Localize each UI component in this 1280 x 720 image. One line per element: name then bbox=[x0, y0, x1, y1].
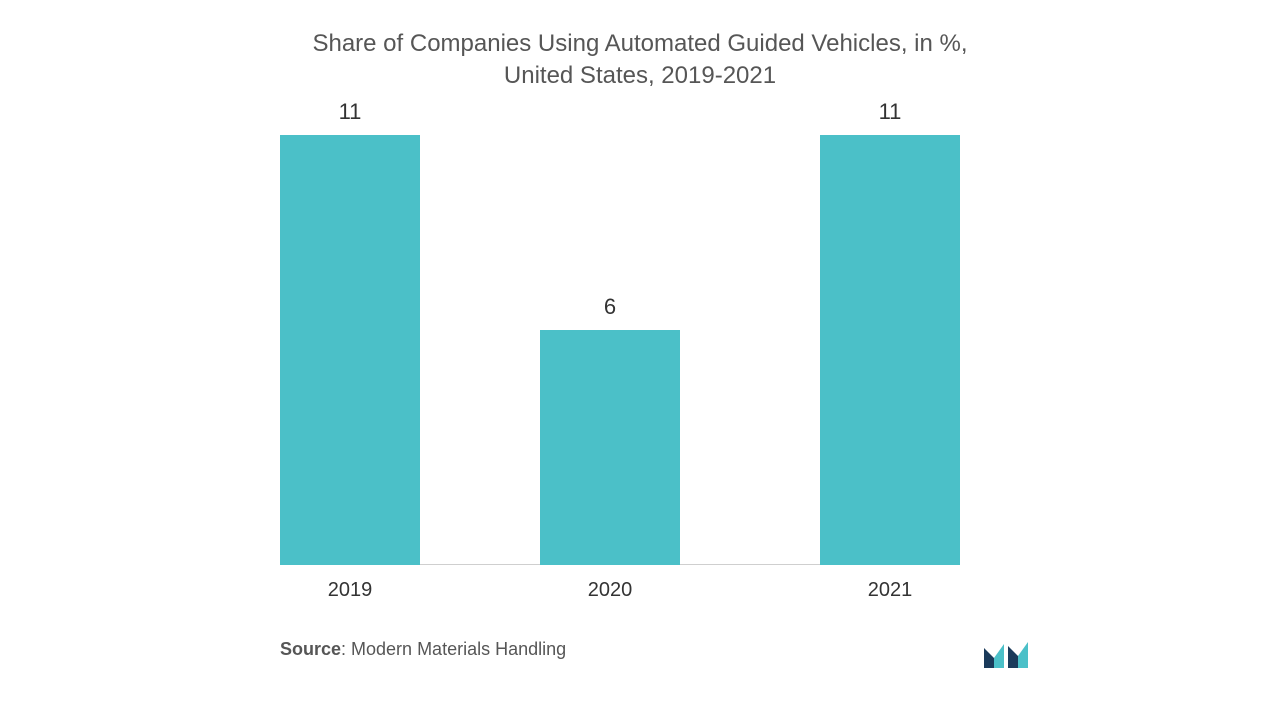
bar-value-2020: 6 bbox=[540, 294, 680, 330]
brand-logo-icon bbox=[982, 638, 1030, 670]
bar-group-2020: 6 2020 bbox=[540, 135, 680, 565]
bar-value-2021: 11 bbox=[820, 99, 960, 135]
chart-title-line1: Share of Companies Using Automated Guide… bbox=[312, 30, 967, 57]
source-attribution: Source: Modern Materials Handling bbox=[280, 639, 566, 660]
bar-label-2019: 2019 bbox=[328, 565, 373, 602]
chart-title-line2: United States, 2019-2021 bbox=[504, 62, 776, 89]
chart-container: Share of Companies Using Automated Guide… bbox=[0, 0, 1280, 720]
source-text: : Modern Materials Handling bbox=[341, 639, 566, 659]
bar-2020: 6 bbox=[540, 330, 680, 565]
source-label: Source bbox=[280, 639, 341, 659]
bar-2019: 11 bbox=[280, 135, 420, 565]
plot-area: 11 2019 6 2020 11 2021 bbox=[280, 135, 960, 565]
bar-2021: 11 bbox=[820, 135, 960, 565]
bar-group-2021: 11 2021 bbox=[820, 135, 960, 565]
bar-label-2021: 2021 bbox=[868, 565, 913, 602]
bar-label-2020: 2020 bbox=[588, 565, 633, 602]
bar-group-2019: 11 2019 bbox=[280, 135, 420, 565]
bar-value-2019: 11 bbox=[280, 99, 420, 135]
chart-title: Share of Companies Using Automated Guide… bbox=[190, 28, 1090, 93]
